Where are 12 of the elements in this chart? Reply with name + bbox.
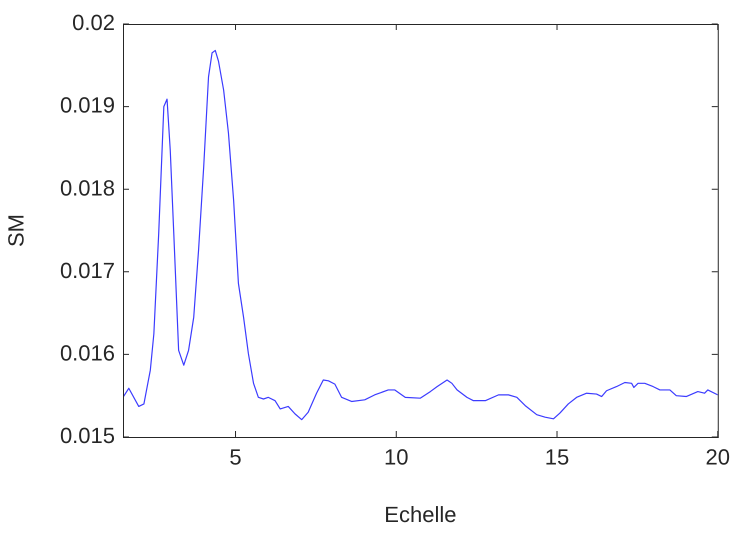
x-tick-label: 5 — [229, 444, 242, 470]
y-tick-label: 0.019 — [60, 92, 115, 118]
x-tick-label: 20 — [706, 444, 730, 470]
y-tick-label: 0.015 — [60, 423, 115, 448]
y-tick-label: 0.016 — [60, 340, 115, 366]
y-tick-label: 0.02 — [72, 10, 115, 36]
y-tick-label: 0.018 — [60, 175, 115, 200]
x-tick-label: 10 — [384, 444, 409, 470]
y-axis-title: SM — [3, 214, 28, 247]
y-tick-label: 0.017 — [60, 258, 115, 283]
x-axis-title: Echelle — [384, 502, 456, 527]
x-tick-label: 15 — [544, 444, 570, 470]
